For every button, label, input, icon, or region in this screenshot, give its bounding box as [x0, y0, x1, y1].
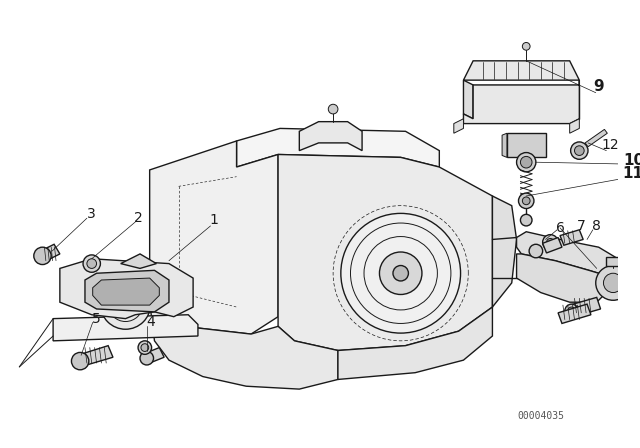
Polygon shape	[473, 85, 579, 119]
Circle shape	[100, 279, 150, 329]
Circle shape	[72, 353, 89, 370]
Polygon shape	[516, 254, 608, 302]
Circle shape	[522, 197, 530, 205]
Text: 5: 5	[92, 312, 101, 326]
Polygon shape	[53, 315, 198, 341]
Polygon shape	[125, 278, 150, 317]
Circle shape	[568, 307, 575, 315]
Circle shape	[122, 300, 129, 308]
Circle shape	[596, 266, 630, 300]
Polygon shape	[502, 133, 507, 157]
Text: 1: 1	[210, 213, 219, 227]
Circle shape	[543, 235, 558, 250]
Polygon shape	[60, 259, 193, 319]
Circle shape	[140, 351, 154, 365]
Polygon shape	[543, 237, 562, 253]
Circle shape	[328, 104, 338, 114]
Circle shape	[87, 259, 97, 268]
Text: 2: 2	[134, 211, 143, 225]
Circle shape	[516, 153, 536, 172]
Circle shape	[547, 238, 554, 246]
Polygon shape	[585, 129, 607, 147]
Polygon shape	[85, 270, 169, 312]
Text: 7: 7	[577, 219, 586, 233]
Circle shape	[34, 247, 51, 265]
Circle shape	[520, 214, 532, 226]
Circle shape	[138, 341, 152, 354]
Polygon shape	[278, 155, 492, 350]
Circle shape	[520, 156, 532, 168]
Circle shape	[575, 146, 584, 155]
Circle shape	[141, 344, 148, 351]
Text: 6: 6	[556, 221, 564, 235]
Polygon shape	[570, 297, 600, 317]
Polygon shape	[300, 122, 362, 151]
Circle shape	[571, 142, 588, 159]
Text: 8: 8	[592, 219, 601, 233]
Text: 00004035: 00004035	[517, 411, 564, 421]
Circle shape	[341, 213, 461, 333]
Text: 9: 9	[593, 79, 604, 95]
Polygon shape	[338, 307, 492, 379]
Circle shape	[83, 255, 100, 272]
Circle shape	[522, 43, 530, 50]
Circle shape	[518, 193, 534, 209]
Polygon shape	[463, 80, 473, 119]
Text: 11: 11	[622, 166, 640, 181]
Circle shape	[393, 266, 408, 281]
Circle shape	[565, 304, 579, 318]
Polygon shape	[150, 141, 278, 334]
Polygon shape	[150, 302, 338, 389]
Polygon shape	[516, 232, 618, 276]
Circle shape	[604, 273, 623, 293]
Polygon shape	[507, 133, 545, 157]
Text: 4: 4	[147, 315, 155, 329]
Circle shape	[529, 244, 543, 258]
Polygon shape	[463, 61, 579, 80]
Polygon shape	[492, 196, 516, 307]
Text: 10: 10	[624, 153, 640, 168]
Polygon shape	[570, 119, 579, 133]
Circle shape	[380, 252, 422, 294]
Polygon shape	[237, 129, 439, 167]
Polygon shape	[77, 346, 113, 367]
Polygon shape	[606, 257, 620, 267]
Polygon shape	[463, 80, 579, 124]
Text: 12: 12	[602, 138, 619, 152]
Polygon shape	[93, 278, 159, 305]
Polygon shape	[454, 119, 463, 133]
Polygon shape	[145, 348, 164, 363]
Polygon shape	[121, 254, 156, 268]
Polygon shape	[560, 230, 583, 245]
Polygon shape	[40, 244, 60, 261]
Polygon shape	[558, 304, 591, 323]
Text: 3: 3	[87, 207, 96, 221]
